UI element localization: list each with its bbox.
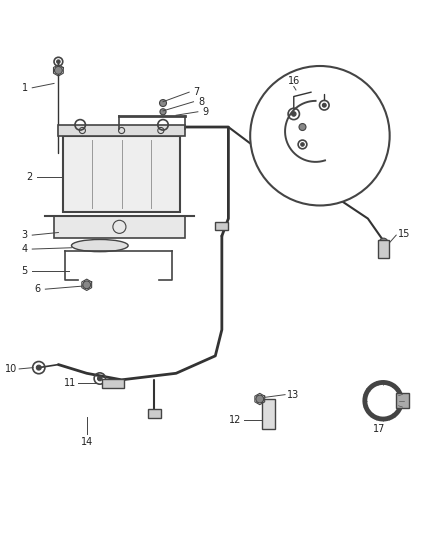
Text: 7: 7	[193, 87, 199, 97]
FancyBboxPatch shape	[262, 399, 274, 429]
Circle shape	[159, 109, 166, 115]
Text: 1: 1	[22, 83, 28, 93]
Circle shape	[54, 67, 62, 74]
Text: 6: 6	[35, 284, 41, 294]
Circle shape	[83, 281, 90, 289]
Text: 11: 11	[64, 378, 76, 389]
Text: 17: 17	[372, 424, 384, 434]
Text: 16: 16	[287, 76, 299, 86]
Circle shape	[378, 238, 387, 247]
Circle shape	[300, 143, 304, 146]
Text: 5: 5	[21, 266, 28, 276]
Circle shape	[36, 365, 41, 370]
FancyBboxPatch shape	[58, 125, 184, 136]
Text: 13: 13	[286, 390, 299, 400]
Circle shape	[97, 376, 102, 381]
Text: 2: 2	[26, 172, 32, 182]
Text: 10: 10	[5, 364, 17, 374]
Text: 15: 15	[397, 229, 410, 239]
Text: 12: 12	[229, 415, 241, 425]
Ellipse shape	[71, 239, 128, 252]
FancyBboxPatch shape	[63, 136, 180, 212]
Text: 3: 3	[22, 230, 28, 240]
Text: 8: 8	[198, 96, 204, 107]
FancyBboxPatch shape	[54, 215, 184, 238]
FancyBboxPatch shape	[148, 409, 160, 418]
FancyBboxPatch shape	[378, 240, 388, 258]
Circle shape	[159, 100, 166, 107]
Circle shape	[321, 103, 325, 107]
Circle shape	[291, 112, 295, 116]
Circle shape	[57, 60, 60, 63]
Text: 14: 14	[81, 438, 93, 447]
Circle shape	[298, 124, 305, 131]
Circle shape	[255, 395, 263, 403]
Text: 4: 4	[22, 244, 28, 254]
FancyBboxPatch shape	[396, 393, 408, 408]
Text: 9: 9	[202, 107, 208, 117]
FancyBboxPatch shape	[215, 222, 228, 230]
FancyBboxPatch shape	[102, 378, 124, 388]
Circle shape	[250, 66, 389, 206]
